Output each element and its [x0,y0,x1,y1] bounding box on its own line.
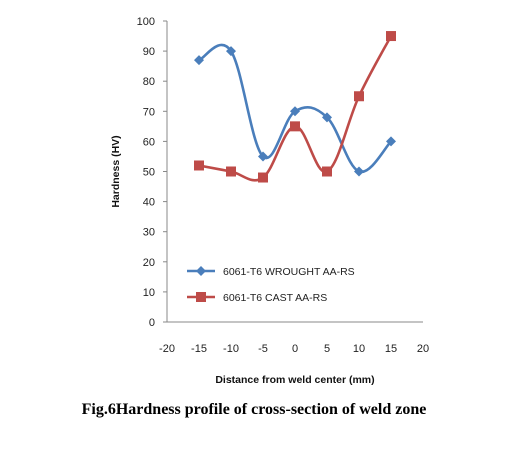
y-tick-label: 20 [143,257,155,269]
data-point [290,121,300,132]
data-point [226,46,236,57]
y-tick-label: 30 [143,227,155,239]
legend-marker [196,266,206,276]
data-point [258,151,268,162]
y-tick-label: 10 [143,287,155,299]
y-tick-label: 100 [137,16,155,28]
data-point [290,106,300,117]
data-point [386,31,396,42]
x-tick-label: 20 [417,343,429,355]
data-point [322,166,332,177]
data-point [226,166,236,177]
data-point [258,172,268,183]
legend: 6061-T6 WROUGHT AA-RS 6061-T6 CAST AA-RS [187,266,355,304]
y-axis-ticks: 0 10 20 30 40 50 60 70 80 90 100 [137,16,167,329]
legend-item: 6061-T6 WROUGHT AA-RS [187,266,355,278]
x-tick-label: 10 [353,343,365,355]
x-tick-label: -5 [258,343,268,355]
y-tick-label: 50 [143,167,155,179]
x-tick-label: 0 [292,343,298,355]
figure-caption: Fig.6Hardness profile of cross-section o… [81,401,427,418]
legend-item: 6061-T6 CAST AA-RS [187,292,327,304]
x-tick-label: 15 [385,343,397,355]
y-tick-label: 80 [143,76,155,88]
y-tick-label: 90 [143,46,155,58]
x-tick-label: -20 [159,343,175,355]
y-tick-label: 70 [143,106,155,118]
series-layer [194,31,396,183]
hardness-chart: -20 -15 -10 -5 0 5 10 15 20 0 10 20 30 40 50 60 70 80 90 1… [110,16,429,386]
x-tick-label: 5 [324,343,330,355]
data-point [322,112,332,123]
data-point [354,91,364,102]
x-tick-label: -10 [223,343,239,355]
legend-label: 6061-T6 CAST AA-RS [223,292,327,304]
x-tick-label: -15 [191,343,207,355]
y-tick-label: 0 [149,317,155,329]
legend-marker [196,292,206,302]
legend-label: 6061-T6 WROUGHT AA-RS [223,266,355,278]
x-axis-label: Distance from weld center (mm) [215,374,374,386]
y-axis-label: Hardness (HV) [110,135,122,207]
series-2 [194,31,396,183]
data-point [386,136,396,147]
y-tick-label: 60 [143,136,155,148]
y-tick-label: 40 [143,197,155,209]
data-point [194,160,204,171]
data-point [194,55,204,66]
x-axis-ticks: -20 -15 -10 -5 0 5 10 15 20 [159,343,429,355]
data-point [354,166,364,177]
series-1 [194,43,396,177]
